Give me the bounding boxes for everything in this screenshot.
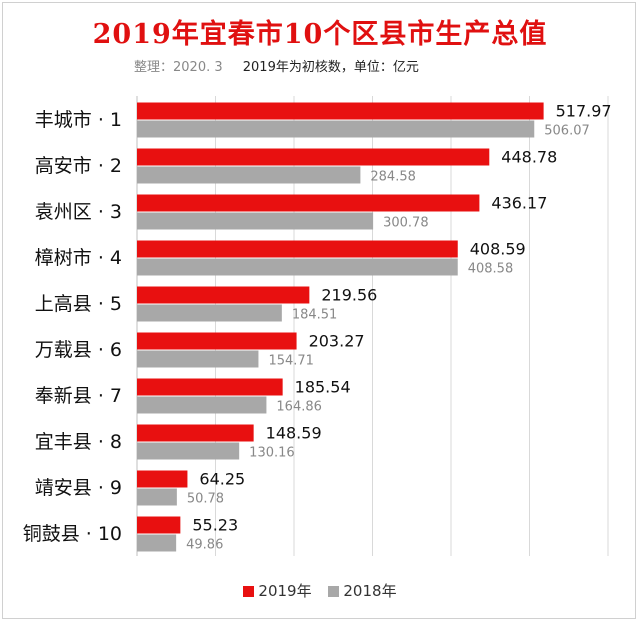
data-label-2018: 50.78 [187,492,224,507]
category-label: 樟树市 · 4 [35,247,122,269]
data-label-2018: 164.86 [276,400,322,415]
category-label: 宜丰县 · 8 [35,431,122,453]
data-label-2019: 517.97 [556,102,612,121]
category-label: 万载县 · 6 [35,339,122,361]
bar-2019 [137,102,544,120]
bar-2019 [137,240,458,258]
data-label-2019: 448.78 [501,148,557,167]
data-label-2018: 408.58 [468,262,514,277]
bar-2018 [137,534,177,552]
data-label-2018: 130.16 [249,446,295,461]
bar-2019 [137,194,480,212]
bar-2018 [137,212,374,230]
bar-2018 [137,442,240,460]
bar-2018 [137,166,361,184]
bar-2018 [137,350,259,368]
data-label-2018: 284.58 [370,170,416,185]
legend-swatch-2019 [243,586,255,597]
bar-2018 [137,396,267,414]
bar-2019 [137,332,297,350]
data-label-2019: 219.56 [321,286,377,305]
legend-label-2019: 2019年 [258,582,312,600]
bar-2019 [137,378,283,396]
bar-2019 [137,148,490,166]
category-label: 上高县 · 5 [35,293,122,315]
legend-label-2018: 2018年 [343,582,397,600]
data-label-2019: 436.17 [491,194,547,213]
category-label: 靖安县 · 9 [35,477,122,499]
bar-2018 [137,304,282,322]
data-label-2018: 300.78 [383,216,429,231]
subtitle-text: 2019年为初核数，单位：亿元 [242,60,419,75]
bar-2018 [137,488,177,506]
chart-subtitle: 整理：2020. 3 2019年为初核数，单位：亿元 [134,56,574,75]
category-label: 高安市 · 2 [35,155,122,177]
legend-item-2018: 2018年 [328,580,397,601]
bar-2019 [137,470,188,488]
bar-2018 [137,120,535,138]
data-label-2019: 203.27 [309,332,365,351]
category-label: 铜鼓县 · 10 [23,523,122,545]
data-label-2018: 184.51 [292,308,338,323]
legend-swatch-2018 [328,586,340,597]
bar-2018 [137,258,458,276]
chart-legend: 2019年 2018年 [0,580,640,601]
data-label-2019: 408.59 [470,240,526,259]
legend-item-2019: 2019年 [243,580,312,601]
category-label: 丰城市 · 1 [35,109,122,131]
data-label-2018: 506.07 [544,124,590,139]
data-label-2019: 185.54 [295,378,351,397]
data-label-2019: 55.23 [192,516,238,535]
subtitle-note: 整理：2020. 3 [134,60,223,75]
data-label-2018: 154.71 [268,354,314,369]
data-label-2019: 148.59 [266,424,322,443]
bar-2019 [137,516,181,534]
category-label: 袁州区 · 3 [35,201,122,223]
chart-title: 2019年宜春市10个区县市生产总值 [92,19,548,50]
data-label-2019: 64.25 [199,470,245,489]
data-label-2018: 49.86 [186,538,223,553]
bar-2019 [137,286,310,304]
category-label: 奉新县 · 7 [35,385,122,407]
bar-2019 [137,424,254,442]
